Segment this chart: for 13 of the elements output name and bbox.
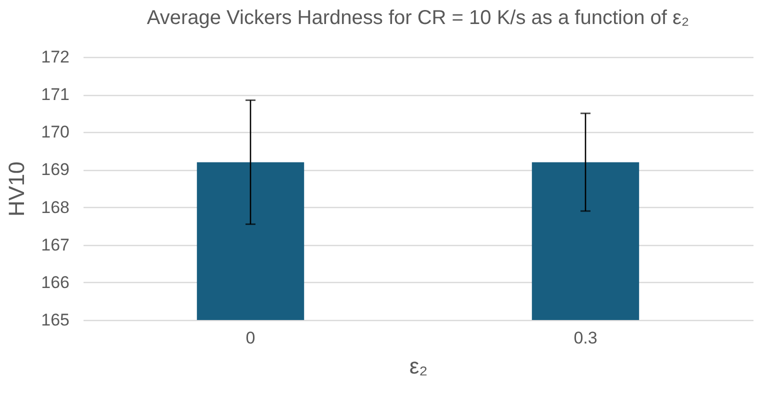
y-tick-label: 171: [41, 85, 70, 104]
x-tick-label: 0: [246, 328, 256, 348]
x-tick-label: 0.3: [574, 328, 598, 348]
y-tick-label: 166: [41, 272, 70, 292]
y-tick-label: 168: [41, 198, 70, 217]
y-tick-label: 165: [41, 310, 70, 330]
y-tick-label: 170: [41, 122, 70, 142]
chart-title: Average Vickers Hardness for CR = 10 K/s as a function of ε₂: [146, 7, 690, 29]
y-tick-label: 167: [41, 235, 70, 254]
y-tick-label: 172: [41, 48, 70, 66]
y-axis-title: HV10: [4, 161, 30, 217]
x-axis-title: ε₂: [409, 354, 428, 378]
y-tick-label: 169: [41, 160, 70, 180]
